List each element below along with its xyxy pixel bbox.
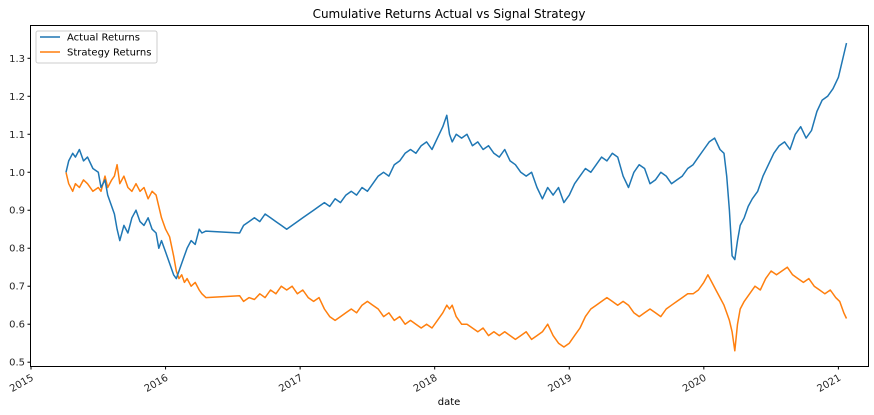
y-axis: 0.5 0.6 0.7 0.8 0.9 1.0 1.1 1.2 1.3 <box>9 54 31 369</box>
x-tick-label: 2016 <box>143 373 171 395</box>
series-line-actual-returns <box>65 42 848 280</box>
x-tick-label: 2018 <box>412 373 440 395</box>
x-axis: 2015 2016 2017 2018 2019 2020 2021 <box>8 366 843 395</box>
legend-label-strategy: Strategy Returns <box>67 48 151 59</box>
x-tick-label: 2020 <box>681 373 709 395</box>
y-tick-label: 0.9 <box>9 206 25 217</box>
y-tick-label: 1.1 <box>9 130 25 141</box>
plot-frame <box>30 25 869 367</box>
y-tick-label: 1.2 <box>9 92 25 103</box>
y-tick-label: 0.6 <box>9 320 25 331</box>
x-tick-label: 2015 <box>8 373 36 395</box>
legend: Actual Returns Strategy Returns <box>35 30 158 64</box>
y-tick-label: 0.8 <box>9 244 25 255</box>
series-line-strategy-returns <box>65 163 848 352</box>
legend-label-actual: Actual Returns <box>67 33 140 44</box>
x-tick-label: 2019 <box>546 373 574 395</box>
x-axis-label: date <box>438 397 461 408</box>
y-tick-label: 0.5 <box>9 358 25 369</box>
x-tick-label: 2021 <box>816 373 844 395</box>
y-tick-label: 1.0 <box>9 168 25 179</box>
y-tick-label: 0.7 <box>9 282 25 293</box>
chart-title: Cumulative Returns Actual vs Signal Stra… <box>313 7 586 21</box>
series-layer <box>65 42 848 352</box>
x-tick-label: 2017 <box>277 373 305 395</box>
legend-box <box>35 30 158 64</box>
y-tick-label: 1.3 <box>9 54 25 65</box>
